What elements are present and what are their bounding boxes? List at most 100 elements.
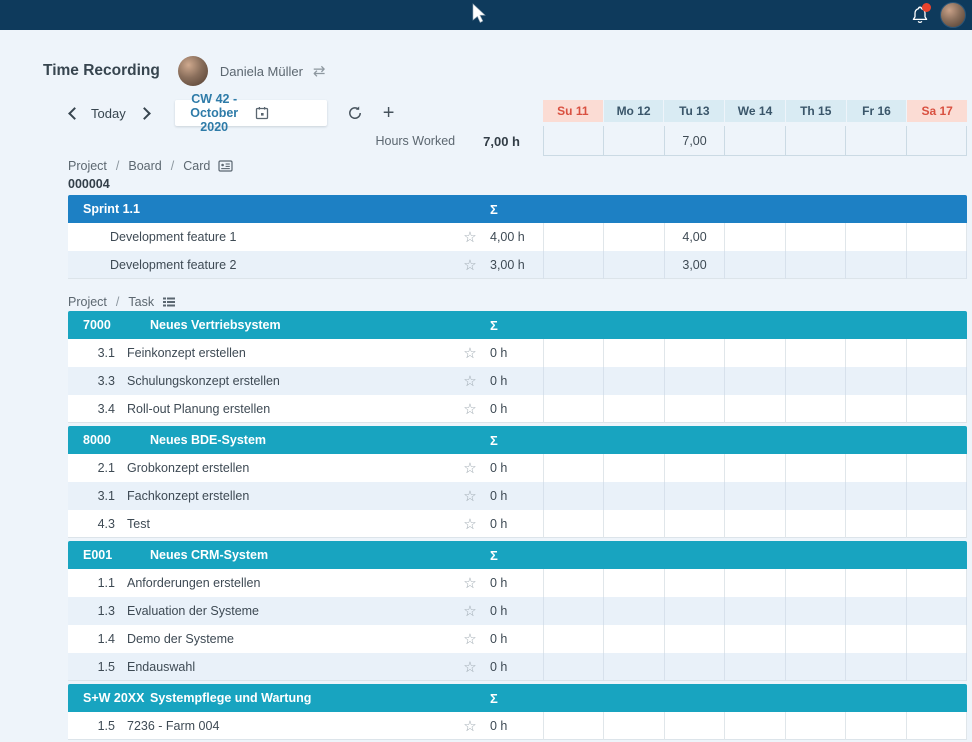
today-button[interactable]: Today [91, 105, 126, 121]
topbar-user-avatar[interactable] [940, 2, 966, 28]
day-total-cell[interactable] [603, 126, 664, 156]
day-entry-cell[interactable] [543, 367, 603, 395]
day-entry-cell[interactable] [543, 339, 603, 367]
breadcrumb-project[interactable]: Project [68, 295, 107, 309]
day-entry-cell[interactable] [905, 653, 967, 681]
switch-user-icon[interactable]: ⇄ [312, 63, 326, 80]
day-entry-cell[interactable]: 3,00 [663, 251, 724, 279]
day-entry-cell[interactable] [724, 454, 784, 482]
day-entry-cell[interactable] [603, 569, 663, 597]
day-entry-cell[interactable] [543, 482, 603, 510]
star-icon[interactable]: ☆ [463, 488, 477, 505]
breadcrumb-project[interactable]: Project [68, 158, 107, 173]
day-entry-cell[interactable] [603, 653, 663, 681]
day-entry-cell[interactable] [784, 510, 845, 538]
group-header[interactable]: 8000 Neues BDE-System Σ [68, 426, 967, 454]
day-entry-cell[interactable] [663, 454, 724, 482]
row-label-cell[interactable]: 1.5 Endauswahl ☆ 0 h [68, 653, 543, 680]
day-entry-cell[interactable] [603, 395, 663, 423]
day-total-cell[interactable] [724, 126, 785, 156]
day-entry-cell[interactable] [663, 653, 724, 681]
day-entry-cell[interactable] [724, 395, 784, 423]
day-entry-cell[interactable] [784, 625, 845, 653]
day-entry-cell[interactable] [845, 223, 905, 251]
day-total-cell[interactable] [845, 126, 906, 156]
add-entry-button[interactable]: + [382, 102, 395, 124]
star-icon[interactable]: ☆ [463, 460, 477, 477]
day-entry-cell[interactable] [845, 251, 905, 279]
day-entry-cell[interactable] [603, 454, 663, 482]
refresh-button[interactable] [347, 100, 363, 126]
day-entry-cell[interactable] [724, 712, 784, 740]
day-entry-cell[interactable] [784, 454, 845, 482]
day-entry-cell[interactable] [663, 367, 724, 395]
breadcrumb-task-item[interactable]: Task [128, 295, 155, 309]
day-entry-cell[interactable] [543, 653, 603, 681]
day-entry-cell[interactable] [845, 597, 905, 625]
star-icon[interactable]: ☆ [463, 256, 477, 274]
day-entry-cell[interactable] [845, 454, 905, 482]
card-icon[interactable] [218, 159, 233, 172]
group-header[interactable]: 7000 Neues Vertriebsystem Σ [68, 311, 967, 339]
day-entry-cell[interactable] [543, 395, 603, 423]
day-entry-cell[interactable] [724, 223, 784, 251]
day-entry-cell[interactable] [845, 510, 905, 538]
previous-week-button[interactable] [68, 106, 81, 120]
day-entry-cell[interactable] [663, 339, 724, 367]
day-entry-cell[interactable] [845, 653, 905, 681]
day-entry-cell[interactable] [603, 251, 663, 279]
group-header[interactable]: S+W 20XX Systempflege und Wartung Σ [68, 684, 967, 712]
star-icon[interactable]: ☆ [463, 400, 477, 418]
day-entry-cell[interactable] [784, 223, 845, 251]
row-label-cell[interactable]: 4.3 Test ☆ 0 h [68, 510, 543, 537]
day-entry-cell[interactable] [784, 597, 845, 625]
day-entry-cell[interactable] [663, 712, 724, 740]
day-entry-cell[interactable] [724, 597, 784, 625]
row-label-cell[interactable]: 1.5 7236 - Farm 004 ☆ 0 h [68, 712, 543, 739]
star-icon[interactable]: ☆ [463, 229, 477, 246]
day-total-cell[interactable] [905, 126, 967, 156]
day-entry-cell[interactable] [603, 482, 663, 510]
day-entry-cell[interactable] [784, 653, 845, 681]
day-entry-cell[interactable] [724, 569, 784, 597]
list-icon[interactable] [162, 296, 176, 308]
group-header[interactable]: Sprint 1.1 Σ [68, 195, 967, 223]
day-entry-cell[interactable] [663, 597, 724, 625]
day-entry-cell[interactable] [845, 569, 905, 597]
day-entry-cell[interactable] [724, 653, 784, 681]
day-entry-cell[interactable] [603, 223, 663, 251]
day-entry-cell[interactable] [543, 712, 603, 740]
day-entry-cell[interactable] [663, 625, 724, 653]
selected-user-avatar[interactable] [177, 56, 208, 86]
next-week-button[interactable] [137, 106, 151, 120]
day-entry-cell[interactable] [663, 569, 724, 597]
day-total-cell[interactable]: 7,00 [663, 126, 725, 156]
day-total-cell[interactable] [784, 126, 846, 156]
row-label-cell[interactable]: Development feature 2 ☆ 3,00 h [68, 251, 543, 278]
notifications-bell-icon[interactable] [910, 3, 931, 25]
day-entry-cell[interactable] [724, 339, 784, 367]
row-label-cell[interactable]: 3.1 Feinkonzept erstellen ☆ 0 h [68, 339, 543, 367]
day-entry-cell[interactable] [603, 597, 663, 625]
day-entry-cell[interactable] [845, 625, 905, 653]
star-icon[interactable]: ☆ [463, 373, 477, 390]
day-entry-cell[interactable] [543, 569, 603, 597]
breadcrumb-board-item[interactable]: Board [128, 158, 162, 173]
day-entry-cell[interactable] [845, 712, 905, 740]
day-entry-cell[interactable] [905, 395, 967, 423]
day-entry-cell[interactable] [845, 367, 905, 395]
day-entry-cell[interactable] [724, 482, 784, 510]
row-label-cell[interactable]: 3.3 Schulungskonzept erstellen ☆ 0 h [68, 367, 543, 395]
day-entry-cell[interactable] [905, 510, 967, 538]
day-entry-cell[interactable] [905, 597, 967, 625]
row-label-cell[interactable]: 1.4 Demo der Systeme ☆ 0 h [68, 625, 543, 653]
day-entry-cell[interactable] [543, 223, 603, 251]
row-label-cell[interactable]: 2.1 Grobkonzept erstellen ☆ 0 h [68, 454, 543, 482]
day-entry-cell[interactable] [724, 625, 784, 653]
day-entry-cell[interactable] [845, 395, 905, 423]
day-entry-cell[interactable] [663, 395, 724, 423]
day-entry-cell[interactable] [663, 482, 724, 510]
row-label-cell[interactable]: 3.4 Roll-out Planung erstellen ☆ 0 h [68, 395, 543, 422]
day-entry-cell[interactable] [784, 569, 845, 597]
star-icon[interactable]: ☆ [463, 603, 477, 620]
